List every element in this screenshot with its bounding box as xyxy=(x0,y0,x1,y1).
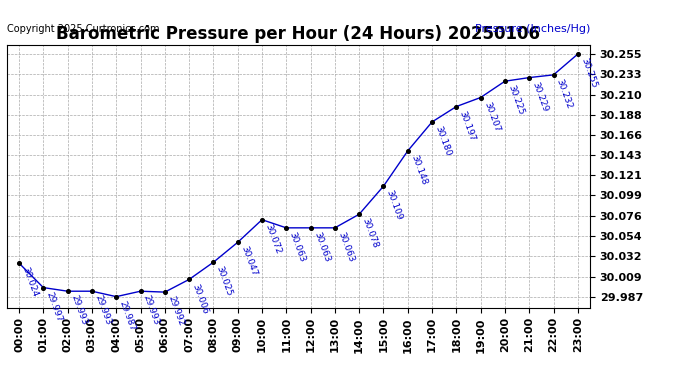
Text: 30.025: 30.025 xyxy=(215,265,234,298)
Text: 29.993: 29.993 xyxy=(142,294,161,327)
Point xyxy=(62,288,73,294)
Text: 30.072: 30.072 xyxy=(264,222,283,255)
Point xyxy=(378,183,389,189)
Text: 30.063: 30.063 xyxy=(312,231,331,263)
Text: 29.997: 29.997 xyxy=(45,290,64,323)
Point xyxy=(548,72,559,78)
Text: 30.006: 30.006 xyxy=(190,282,210,315)
Point xyxy=(184,276,195,282)
Point xyxy=(14,260,25,266)
Point xyxy=(135,288,146,294)
Text: 30.063: 30.063 xyxy=(336,231,355,263)
Point xyxy=(281,225,292,231)
Text: 30.063: 30.063 xyxy=(288,231,307,263)
Point xyxy=(257,217,268,223)
Text: 30.225: 30.225 xyxy=(506,84,526,117)
Point xyxy=(354,211,365,217)
Text: Pressure (Inches/Hg): Pressure (Inches/Hg) xyxy=(475,24,591,34)
Point xyxy=(329,225,340,231)
Point xyxy=(524,75,535,81)
Text: 30.180: 30.180 xyxy=(433,125,453,158)
Text: 30.109: 30.109 xyxy=(385,189,404,222)
Text: 30.232: 30.232 xyxy=(555,78,574,110)
Text: 29.993: 29.993 xyxy=(93,294,112,327)
Point xyxy=(426,119,437,125)
Point xyxy=(305,225,316,231)
Point xyxy=(572,51,583,57)
Point xyxy=(110,294,121,300)
Point xyxy=(232,239,243,245)
Point xyxy=(208,259,219,265)
Point xyxy=(451,104,462,110)
Title: Barometric Pressure per Hour (24 Hours) 20250106: Barometric Pressure per Hour (24 Hours) … xyxy=(57,26,540,44)
Point xyxy=(86,288,97,294)
Point xyxy=(475,94,486,100)
Text: 30.148: 30.148 xyxy=(409,154,428,186)
Text: 30.255: 30.255 xyxy=(579,57,598,90)
Text: Copyright 2025 Curtronics.com: Copyright 2025 Curtronics.com xyxy=(7,24,159,34)
Text: 29.993: 29.993 xyxy=(69,294,88,327)
Point xyxy=(159,289,170,295)
Text: 30.229: 30.229 xyxy=(531,80,550,113)
Point xyxy=(500,78,511,84)
Text: 29.987: 29.987 xyxy=(117,299,137,332)
Point xyxy=(402,148,413,154)
Text: 30.024: 30.024 xyxy=(21,266,39,298)
Text: 30.197: 30.197 xyxy=(457,110,477,142)
Text: 30.207: 30.207 xyxy=(482,100,501,133)
Text: 30.078: 30.078 xyxy=(361,217,380,250)
Point xyxy=(38,285,49,291)
Text: 30.047: 30.047 xyxy=(239,245,258,278)
Text: 29.992: 29.992 xyxy=(166,295,186,327)
